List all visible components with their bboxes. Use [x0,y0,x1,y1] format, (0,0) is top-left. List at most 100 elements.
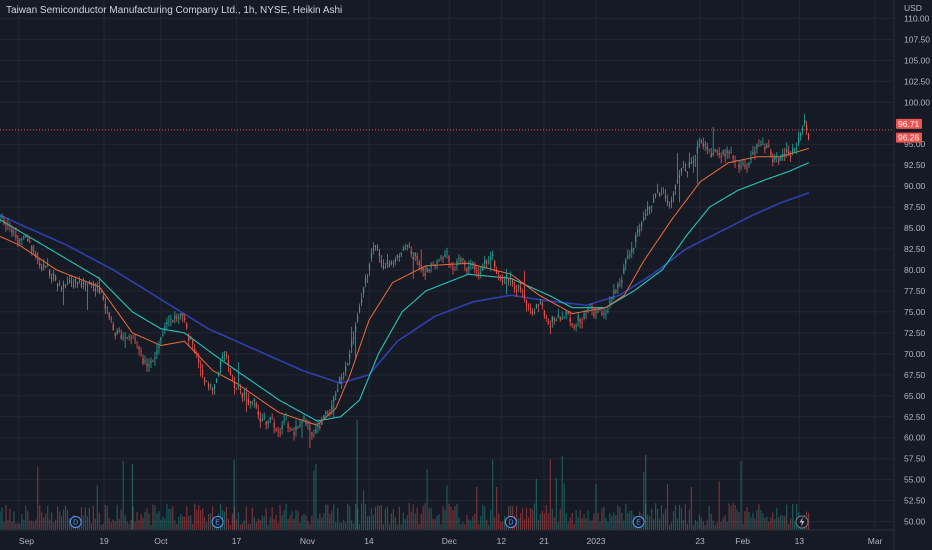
volume-bar [289,515,291,530]
volume-bar [378,505,381,530]
candle-body [98,288,100,293]
candle-body [740,166,742,168]
volume-bar [539,514,541,530]
volume-bar [599,520,601,530]
candle-body [668,204,671,206]
volume-bar [653,519,655,530]
volume-bar [698,514,700,530]
candle-body [333,397,335,402]
volume-bar [355,503,357,530]
candle-body [392,262,394,264]
event-marker-icon[interactable] [211,516,224,528]
volume-bar [557,522,559,530]
time-axis[interactable]: Sep 19 Oct 17 Nov 14 Dec 12 21 2023 23 Feb 13 Mar [0,529,894,546]
volume-bar [480,516,482,530]
volume-bar [402,512,404,530]
volume-bar [736,509,738,530]
volume-bar [156,513,158,530]
volume-bar [519,513,522,530]
volume-bar [60,516,63,530]
volume-bar [41,512,43,530]
time-tick-label: Oct [154,536,168,546]
candle-body [126,337,128,339]
volume-bar [682,519,685,530]
volume-bar [329,513,331,530]
candle-body [112,324,114,331]
candle-body [450,262,452,265]
candle-body [138,346,140,350]
volume-bar [398,506,400,530]
price-tick-label: 105.00 [904,55,930,65]
candle-body [702,143,704,147]
volume-bar [255,521,257,530]
volume-bar [722,517,724,530]
candle-body [486,261,488,263]
candle-body [301,421,303,424]
event-marker-icon[interactable] [504,516,517,528]
volume-bar [621,512,623,530]
candle-body [756,144,758,149]
volume-bar [55,519,57,530]
candle-body [217,373,220,377]
candle-body [144,360,146,363]
event-marker-icon[interactable] [632,516,645,528]
volume-bar [211,506,214,530]
volume-bar [531,509,534,530]
volume-bar [474,513,476,530]
price-tick-label: 52.50 [904,496,926,506]
candle-body [293,431,295,436]
candle-body [345,366,347,372]
volume-bar [517,518,520,530]
candle-body [436,261,438,264]
volume-bar [400,524,402,530]
candle-body [502,280,504,282]
candle-body [700,140,702,143]
volume-bar [643,471,645,530]
price-badge-label: 96.71 [898,119,920,129]
volume-bar [204,516,206,530]
candle-body [47,263,49,266]
candle-body [408,245,410,247]
volume-bar [31,520,33,530]
volume-bar [261,515,263,530]
volume-bar [766,516,768,530]
volume-bar [720,521,722,530]
candle-body [764,146,766,150]
volume-bar [49,519,51,530]
candle-body [257,411,259,416]
candle-body [0,217,1,221]
candle-body [295,425,297,431]
volume-bar [774,519,776,530]
candle-body [122,337,124,339]
candle-body [734,160,736,162]
volume-bar [206,522,208,530]
volume-bar [672,510,675,530]
event-marker-icon[interactable] [69,516,82,528]
candle-body [388,263,390,267]
volume-bar [416,507,418,530]
volume-bar [792,504,794,530]
candle-body [666,200,669,204]
volume-bar [311,515,313,530]
candle-body [343,377,345,379]
price-axis[interactable]: 110.00 107.50 105.00 102.50 100.00 95.00 92.50… [893,0,930,550]
volume-bar [307,521,309,530]
volume-bar [362,490,365,530]
candle-body [444,254,446,257]
scroll-to-realtime-button[interactable] [795,515,809,529]
volume-bar [784,515,786,530]
volume-bar [412,504,414,530]
price-tick-label: 95.00 [904,139,926,149]
candle-body [172,320,174,322]
candle-body [454,270,456,271]
volume-bar [136,511,138,530]
volume-bar [692,524,694,530]
volume-bar [106,505,108,530]
candle-body [655,194,657,197]
candle-body [215,378,218,383]
candle-body [519,287,522,290]
volume-bar [730,505,732,530]
volume-bar [184,516,186,530]
